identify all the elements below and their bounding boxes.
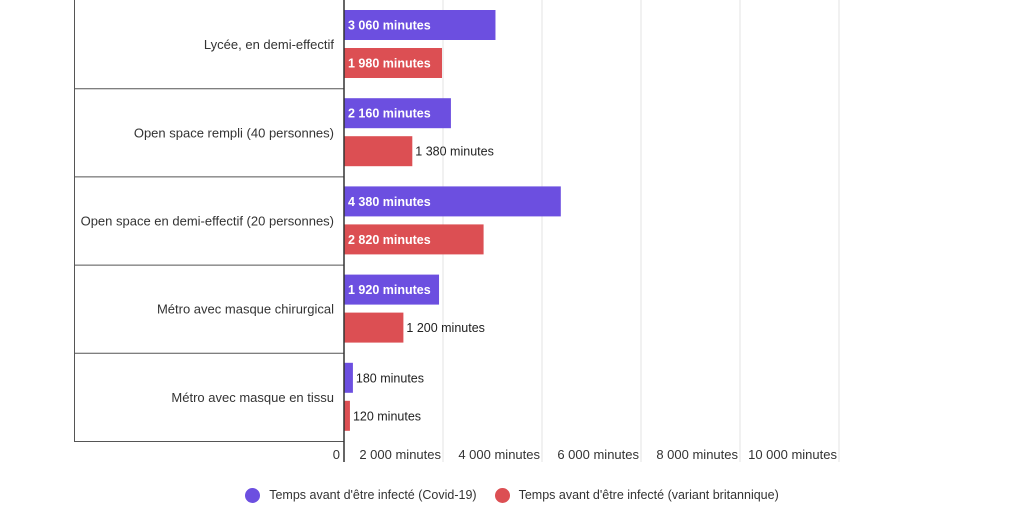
value-label: 120 minutes	[353, 409, 421, 423]
bar	[344, 48, 443, 78]
bar	[344, 274, 440, 305]
legend-label-covid: Temps avant d'être infecté (Covid-19)	[269, 488, 477, 502]
category-separators	[74, 0, 344, 442]
bars	[344, 10, 561, 431]
x-tick-labels: 0 2 000 minutes 4 000 minutes 6 000 minutes…	[333, 447, 838, 462]
category-label: Métro avec masque chirurgical	[157, 302, 334, 317]
value-label: 1 200 minutes	[406, 321, 485, 335]
grid-lines	[442, 0, 840, 462]
bar	[344, 98, 451, 129]
bar	[344, 312, 404, 343]
value-label: 2 160 minutes	[348, 107, 431, 121]
bar	[344, 186, 561, 217]
value-label: 4 380 minutes	[348, 195, 431, 209]
category-label: Open space en demi-effectif (20 personne…	[81, 214, 334, 229]
x-tick-label: 8 000 minutes	[656, 447, 738, 462]
value-label: 3 060 minutes	[348, 19, 431, 33]
legend-item-variant[interactable]: Temps avant d'être infecté (variant brit…	[494, 487, 779, 503]
bar	[344, 400, 350, 431]
legend-label-variant: Temps avant d'être infecté (variant brit…	[518, 488, 779, 502]
value-label: 2 820 minutes	[348, 233, 431, 247]
legend-swatch-variant	[494, 487, 510, 503]
bar	[344, 136, 413, 167]
x-tick-label: 6 000 minutes	[557, 447, 639, 462]
bar-chart: Lycée, en demi-effectif Open space rempli…	[74, 0, 840, 462]
value-label: 1 980 minutes	[348, 57, 431, 71]
bar	[344, 224, 484, 255]
bar	[344, 10, 496, 40]
category-label: Métro avec masque en tissu	[171, 390, 334, 405]
category-label: Lycée, en demi-effectif	[204, 37, 334, 52]
legend: Temps avant d'être infecté (Covid-19) Te…	[0, 484, 1024, 506]
x-tick-label: 10 000 minutes	[748, 447, 837, 462]
value-label: 180 minutes	[356, 371, 424, 385]
legend-item-covid[interactable]: Temps avant d'être infecté (Covid-19)	[245, 487, 477, 503]
x-tick-label: 0	[333, 447, 340, 462]
value-label: 1 920 minutes	[348, 283, 431, 297]
category-label: Open space rempli (40 personnes)	[134, 125, 334, 140]
legend-swatch-covid	[245, 487, 261, 503]
value-label: 1 380 minutes	[415, 145, 494, 159]
value-labels: 3 060 minutes 2 160 minutes 4 380 minutes 1…	[348, 19, 494, 424]
bar	[344, 362, 353, 393]
x-tick-label: 2 000 minutes	[359, 447, 441, 462]
category-labels: Lycée, en demi-effectif Open space rempli…	[81, 37, 335, 405]
x-tick-label: 4 000 minutes	[458, 447, 540, 462]
